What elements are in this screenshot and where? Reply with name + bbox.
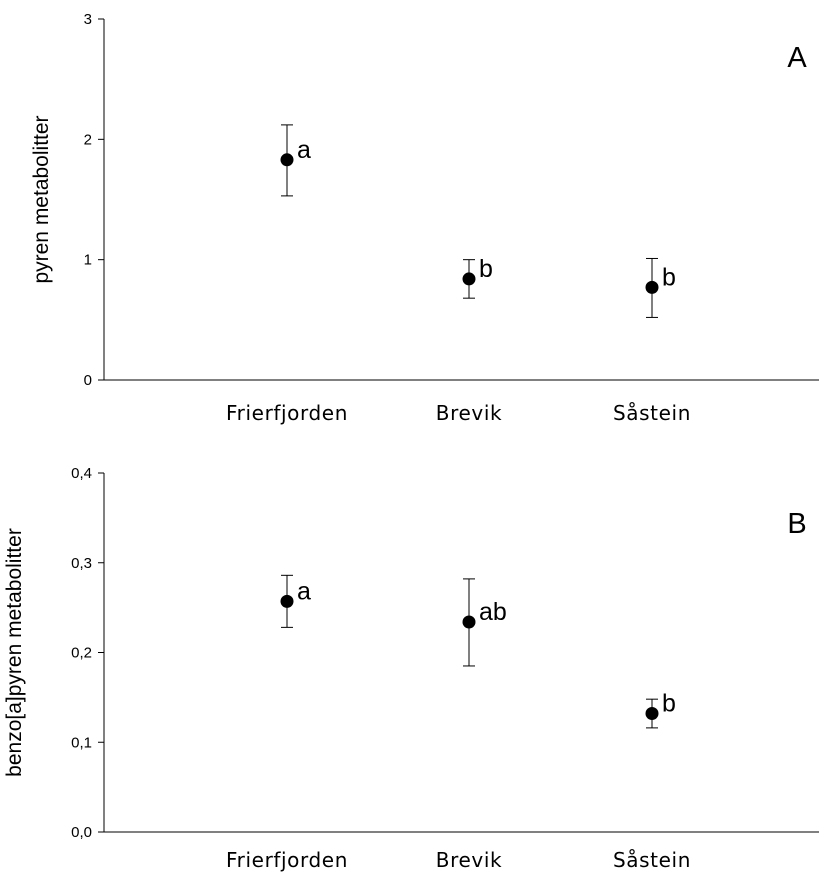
data-point bbox=[280, 153, 294, 167]
significance-letter: a bbox=[297, 136, 311, 164]
y-tick-label: 0 bbox=[84, 372, 92, 389]
chart-panel-b: 0,0 0,1 0,2 0,3 0,4 Frierfjorden Brevik Såstein… bbox=[3, 465, 819, 872]
data-point bbox=[280, 594, 294, 608]
y-tick-label: 0,2 bbox=[71, 645, 92, 662]
data-point bbox=[462, 615, 476, 629]
y-tick-label: 0,4 bbox=[71, 465, 92, 482]
significance-letter: b bbox=[662, 690, 676, 718]
data-point bbox=[462, 272, 476, 286]
significance-letter: a bbox=[297, 577, 311, 605]
significance-letter: b bbox=[662, 263, 676, 291]
x-category-label: Såstein bbox=[613, 848, 691, 872]
data-point bbox=[645, 280, 659, 294]
significance-letter: ab bbox=[479, 598, 507, 626]
y-tick-label: 3 bbox=[84, 11, 92, 28]
y-tick-label: 0,3 bbox=[71, 555, 92, 572]
chart-panel-a: 0 1 2 3 Frierfjorden Brevik Såstein pyren metab… bbox=[30, 11, 819, 425]
x-category-label: Frierfjorden bbox=[226, 401, 348, 425]
x-category-label: Brevik bbox=[436, 401, 502, 425]
x-category-label: Frierfjorden bbox=[226, 848, 348, 872]
y-tick-label: 1 bbox=[84, 252, 92, 269]
x-category-label: Såstein bbox=[613, 401, 691, 425]
x-category-label: Brevik bbox=[436, 848, 502, 872]
y-axis-title: benzo[a]pyren metabolitter bbox=[3, 528, 26, 777]
y-axis-title: pyren metabolitter bbox=[30, 115, 53, 283]
y-tick-label: 2 bbox=[84, 131, 92, 148]
significance-letter: b bbox=[479, 255, 493, 283]
panel-label: A bbox=[787, 42, 807, 74]
y-tick-label: 0,0 bbox=[71, 824, 92, 841]
panel-label: B bbox=[787, 508, 806, 540]
y-tick-label: 0,1 bbox=[71, 734, 92, 751]
data-point bbox=[645, 707, 659, 721]
